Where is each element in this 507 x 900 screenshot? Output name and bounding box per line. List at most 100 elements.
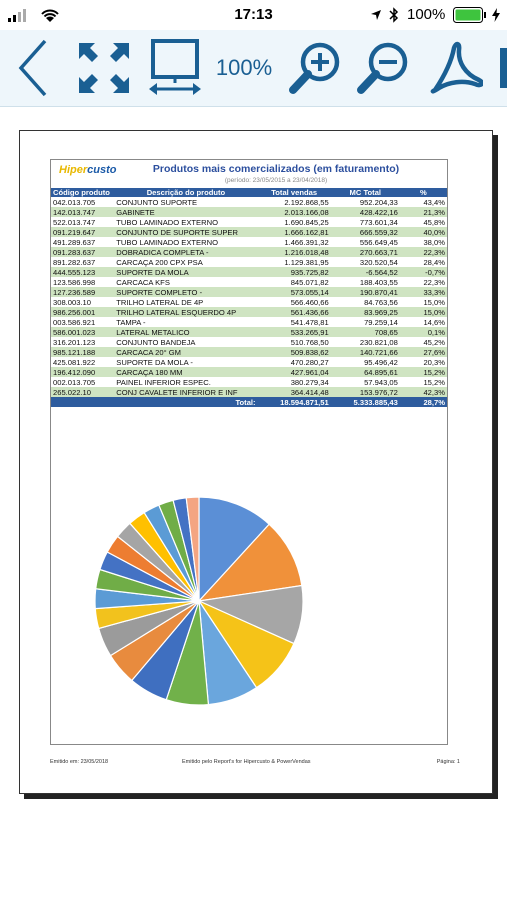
- cell-description: SUPORTE DA MOLA: [114, 267, 258, 277]
- cell-description: CONJ CAVALETE INFERIOR E INF: [114, 387, 258, 397]
- cell-description: CARCAÇA 200 CPX PSA: [114, 257, 258, 267]
- cell-pct: 0,1%: [399, 327, 447, 337]
- zoom-level: 100%: [215, 55, 273, 80]
- cell-code: 265.022.10: [51, 387, 115, 397]
- cell-sales: 364.414,48: [257, 387, 331, 397]
- cell-code: 891.282.637: [51, 257, 115, 267]
- cell-mc: 556.649,45: [330, 237, 400, 247]
- cell-description: SUPORTE COMPLETO -: [114, 287, 258, 297]
- toolbar-overflow-indicator: [500, 48, 507, 88]
- cell-code: 316.201.123: [51, 337, 115, 347]
- table-row: 425.081.922 SUPORTE DA MOLA -470.280,27 95…: [51, 357, 447, 367]
- table-row: 003.586.921 TAMPA -541.478,81 79.259,14 14,…: [51, 317, 447, 327]
- cell-description: PAINEL INFERIOR ESPEC.: [114, 377, 258, 387]
- cell-pct: 20,3%: [399, 357, 447, 367]
- cell-sales: 2.013.166,08: [257, 207, 331, 217]
- battery-icon: [453, 7, 486, 23]
- table-row: 308.003.10 TRILHO LATERAL DE 4P 566.460,66…: [51, 297, 447, 307]
- cell-code: 003.586.921: [51, 317, 115, 327]
- cell-mc: 270.663,71: [330, 247, 400, 257]
- signal-icon: [8, 9, 26, 22]
- cell-sales: 541.478,81: [257, 317, 331, 327]
- cell-sales: 1.466.391,32: [257, 237, 331, 247]
- cell-pct: 38,0%: [399, 237, 447, 247]
- cell-pct: 33,3%: [399, 287, 447, 297]
- cell-sales: 573.055,14: [257, 287, 331, 297]
- location-icon: [371, 10, 381, 20]
- cell-pct: 21,3%: [399, 207, 447, 217]
- cell-description: GABINETE: [114, 207, 258, 217]
- cell-sales: 1.690.845,25: [257, 217, 331, 227]
- col-mc: MC Total: [330, 188, 400, 197]
- viewer-toolbar: 100%: [0, 30, 507, 107]
- fit-width-icon: [149, 39, 201, 95]
- cell-description: CARCAÇA 180 MM: [114, 367, 258, 377]
- cell-sales: 533.265,91: [257, 327, 331, 337]
- cell-description: CONJUNTO DE SUPORTE SUPER: [114, 227, 258, 237]
- table-row: 002.013.705 PAINEL INFERIOR ESPEC. 380.279…: [51, 377, 447, 387]
- cell-description: CONJUNTO BANDEJA: [114, 337, 258, 347]
- cell-pct: 45,8%: [399, 217, 447, 227]
- cell-pct: -0,7%: [399, 267, 447, 277]
- fit-width-button[interactable]: [146, 30, 204, 106]
- table-row: 491.289.637 TUBO LAMINADO EXTERNO 1.466.39…: [51, 237, 447, 247]
- zoom-in-button[interactable]: [288, 30, 344, 106]
- cell-description: TRILHO LATERAL ESQUERDO 4P: [114, 307, 258, 317]
- cell-code: 196.412.090: [51, 367, 115, 377]
- charging-icon: [492, 8, 500, 22]
- export-pdf-button[interactable]: [428, 30, 484, 106]
- cell-sales: 1.666.162,81: [257, 227, 331, 237]
- cell-code: 522.013.747: [51, 217, 115, 227]
- cell-code: 308.003.10: [51, 297, 115, 307]
- cell-mc: 320.520,54: [330, 257, 400, 267]
- zoom-in-icon: [289, 42, 340, 94]
- cell-description: CONJUNTO SUPORTE: [114, 197, 258, 207]
- cell-mc: 84.763,56: [330, 297, 400, 307]
- zoom-out-button[interactable]: [356, 30, 412, 106]
- cell-pct: 22,3%: [399, 247, 447, 257]
- back-button[interactable]: [10, 30, 54, 106]
- cell-mc: 83.969,25: [330, 307, 400, 317]
- battery-percent: 100%: [407, 6, 446, 23]
- table-row: 985.121.188 CARCACA 20° GM 509.838,62 140.7…: [51, 347, 447, 357]
- table-total-row: Total: 18.594.871,51 5.333.885,43 28,7%: [51, 397, 447, 407]
- table-row: 586.001.023 LATERAL METALICO 533.265,91 708…: [51, 327, 447, 337]
- cell-pct: 15,0%: [399, 297, 447, 307]
- total-pct: 28,7%: [399, 397, 447, 407]
- report-frame: Hipercusto Produtos mais comercializados…: [50, 159, 448, 745]
- table-row: 522.013.747 TUBO LAMINADO EXTERNO 1.690.84…: [51, 217, 447, 227]
- cell-description: TUBO LAMINADO EXTERNO: [114, 217, 258, 227]
- cell-description: TUBO LAMINADO EXTERNO: [114, 237, 258, 247]
- cell-sales: 561.436,66: [257, 307, 331, 317]
- cell-mc: 708,65: [330, 327, 400, 337]
- cell-code: 091.219.647: [51, 227, 115, 237]
- cell-code: 091.283.637: [51, 247, 115, 257]
- fit-page-button[interactable]: [74, 30, 134, 106]
- cell-mc: 188.403,55: [330, 277, 400, 287]
- report-header: Hipercusto Produtos mais comercializados…: [51, 160, 447, 188]
- sales-pie-chart: [94, 496, 304, 706]
- cell-code: 444.555.123: [51, 267, 115, 277]
- cell-mc: 79.259,14: [330, 317, 400, 327]
- table-row: 091.283.637 DOBRADICA COMPLETA -1.216.018…: [51, 247, 447, 257]
- pie-slice: [185, 496, 200, 602]
- cell-pct: 43,4%: [399, 197, 447, 207]
- document-view[interactable]: Hipercusto Produtos mais comercializados…: [0, 107, 507, 900]
- cell-code: 986.256.001: [51, 307, 115, 317]
- footer-page: Página: 1: [436, 759, 460, 765]
- cell-description: TAMPA -: [114, 317, 258, 327]
- cell-pct: 14,6%: [399, 317, 447, 327]
- cell-description: DOBRADICA COMPLETA -: [114, 247, 258, 257]
- cell-sales: 566.460,66: [257, 297, 331, 307]
- cell-sales: 1.129.381,95: [257, 257, 331, 267]
- cell-code: 142.013.747: [51, 207, 115, 217]
- wifi-icon: [41, 9, 59, 22]
- report-period: (período: 23/05/2015 a 23/04/2018): [224, 177, 328, 184]
- cell-sales: 2.192.868,55: [257, 197, 331, 207]
- bluetooth-icon: [389, 7, 399, 23]
- company-logo: Hipercusto: [59, 164, 117, 176]
- pdf-icon: [430, 41, 483, 94]
- total-sales: 18.594.871,51: [257, 397, 331, 407]
- cell-pct: 27,6%: [399, 347, 447, 357]
- table-row: 196.412.090 CARCAÇA 180 MM 427.961,04 64.89…: [51, 367, 447, 377]
